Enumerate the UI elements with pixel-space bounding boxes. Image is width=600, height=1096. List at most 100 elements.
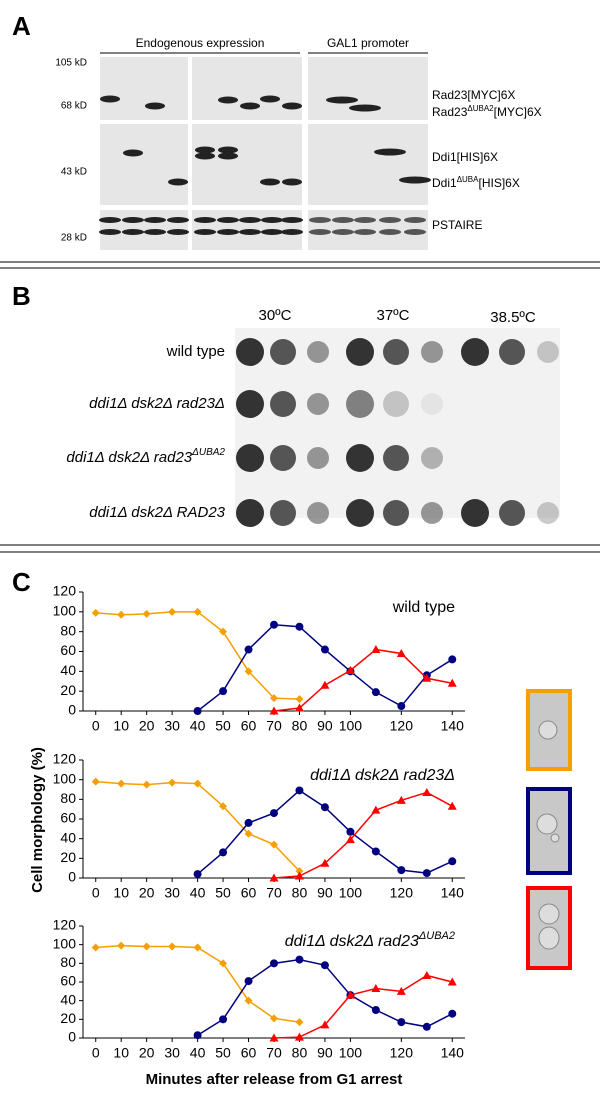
band bbox=[281, 229, 303, 235]
band bbox=[217, 229, 239, 235]
y-tick-label: 60 bbox=[60, 642, 76, 658]
x-tick-label: 60 bbox=[241, 1045, 257, 1061]
spot bbox=[236, 444, 264, 472]
band bbox=[240, 102, 260, 110]
band bbox=[260, 95, 280, 103]
point bbox=[117, 779, 126, 788]
y-tick-label: 20 bbox=[60, 682, 76, 698]
point bbox=[295, 867, 304, 876]
point bbox=[269, 1033, 279, 1042]
band bbox=[99, 217, 121, 223]
x-tick-label: 90 bbox=[317, 885, 333, 901]
point bbox=[193, 779, 202, 788]
y-tick-label: 100 bbox=[53, 770, 77, 786]
band bbox=[218, 146, 238, 154]
band bbox=[379, 229, 401, 235]
point bbox=[345, 665, 355, 674]
band bbox=[261, 229, 283, 235]
point bbox=[345, 835, 355, 844]
y-tick-label: 0 bbox=[68, 1029, 76, 1045]
band bbox=[309, 217, 331, 223]
point bbox=[396, 648, 406, 657]
spot bbox=[499, 339, 525, 365]
point bbox=[142, 609, 151, 618]
series-line bbox=[95, 611, 300, 700]
x-tick-label: 10 bbox=[113, 1045, 129, 1061]
spot bbox=[383, 391, 409, 417]
blot-area bbox=[100, 57, 188, 120]
x-tick-label: 10 bbox=[113, 885, 129, 901]
point bbox=[447, 977, 457, 986]
y-tick-label: 20 bbox=[60, 1010, 76, 1026]
series-line bbox=[273, 648, 453, 712]
y-tick-label: 120 bbox=[53, 917, 77, 933]
point bbox=[396, 795, 406, 804]
x-tick-label: 90 bbox=[317, 1045, 333, 1061]
x-tick-label: 40 bbox=[190, 718, 206, 734]
header: Endogenous expression bbox=[136, 36, 265, 50]
band-label: Rad23[MYC]6X bbox=[432, 88, 515, 102]
mw-marker: 105 kD bbox=[55, 58, 87, 69]
spots bbox=[236, 338, 559, 527]
spot bbox=[421, 502, 443, 524]
band bbox=[354, 229, 376, 235]
x-tick-label: 140 bbox=[441, 885, 465, 901]
point bbox=[270, 620, 278, 629]
annotation: ddi1Δ dsk2Δ rad23ΔUBA2 bbox=[285, 930, 455, 950]
band bbox=[281, 217, 303, 223]
point bbox=[397, 702, 406, 711]
point bbox=[244, 818, 253, 827]
spot bbox=[346, 338, 374, 366]
spot bbox=[236, 499, 264, 527]
y-axis-label: Cell morphology (%) bbox=[29, 747, 46, 893]
band bbox=[374, 148, 406, 156]
spot bbox=[236, 390, 264, 418]
blot-area bbox=[308, 124, 428, 205]
point bbox=[168, 942, 177, 951]
band bbox=[123, 149, 143, 157]
mw-marker: 68 kD bbox=[61, 101, 87, 112]
point bbox=[117, 610, 126, 619]
spot bbox=[499, 500, 525, 526]
spot bbox=[307, 393, 329, 415]
y-tick-label: 120 bbox=[53, 583, 77, 599]
y-tick-label: 60 bbox=[60, 973, 76, 989]
band bbox=[218, 152, 238, 160]
point bbox=[295, 955, 304, 964]
point bbox=[244, 645, 253, 654]
point bbox=[422, 1022, 431, 1031]
spot bbox=[383, 500, 409, 526]
point bbox=[270, 1014, 278, 1023]
band bbox=[404, 217, 426, 223]
annotation: wild type bbox=[392, 599, 455, 616]
point bbox=[320, 803, 329, 812]
point bbox=[396, 986, 406, 995]
x-axis-label: Minutes after release from G1 arrest bbox=[146, 1071, 403, 1088]
band bbox=[239, 229, 261, 235]
point bbox=[320, 680, 330, 689]
spot bbox=[346, 390, 374, 418]
spot bbox=[383, 445, 409, 471]
series-line bbox=[95, 780, 301, 872]
cell bbox=[538, 903, 560, 925]
x-tick-label: 0 bbox=[92, 885, 100, 901]
y-tick-label: 80 bbox=[60, 954, 76, 970]
band bbox=[282, 178, 302, 186]
x-tick-label: 120 bbox=[390, 885, 414, 901]
point bbox=[142, 942, 151, 951]
spot bbox=[421, 393, 443, 415]
band bbox=[145, 102, 165, 110]
point bbox=[371, 645, 381, 654]
point bbox=[320, 858, 330, 867]
x-tick-label: 60 bbox=[241, 718, 257, 734]
point bbox=[371, 805, 381, 814]
mw-marker: 28 kD bbox=[61, 233, 87, 244]
point bbox=[219, 1015, 228, 1024]
x-tick-label: 20 bbox=[139, 1045, 155, 1061]
point bbox=[448, 655, 457, 664]
strain: wild type bbox=[166, 343, 225, 360]
x-tick-label: 90 bbox=[317, 718, 333, 734]
x-tick-label: 50 bbox=[215, 885, 231, 901]
x-tick-label: 0 bbox=[92, 718, 100, 734]
y-tick-label: 40 bbox=[60, 662, 76, 678]
